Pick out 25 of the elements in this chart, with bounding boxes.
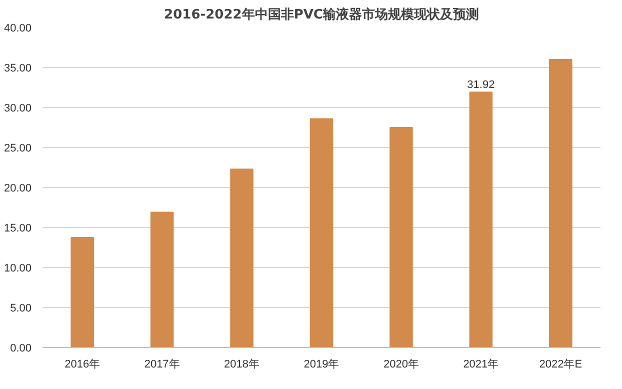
data-label: 31.92 bbox=[467, 79, 495, 92]
chart-title: 2016-2022年中国非PVC输液器市场规模现状及预测 bbox=[164, 6, 479, 22]
y-tick-label: 25.00 bbox=[4, 142, 32, 154]
y-tick-label: 20.00 bbox=[4, 182, 32, 194]
x-tick-label: 2019年 bbox=[304, 358, 340, 370]
y-tick-label: 40.00 bbox=[4, 22, 32, 34]
y-tick-label: 5.00 bbox=[10, 302, 32, 314]
x-tick-label: 2022年E bbox=[539, 358, 582, 370]
x-tick-label: 2021年 bbox=[463, 358, 499, 370]
x-tick-label: 2016年 bbox=[64, 358, 100, 370]
bar bbox=[310, 118, 334, 348]
y-tick-label: 35.00 bbox=[4, 62, 32, 74]
bar bbox=[230, 168, 254, 348]
x-tick-label: 2018年 bbox=[224, 358, 260, 370]
x-tick-label: 2020年 bbox=[383, 358, 419, 370]
bar bbox=[390, 127, 413, 348]
bar bbox=[469, 92, 493, 348]
bar bbox=[70, 237, 94, 348]
y-tick-label: 15.00 bbox=[4, 222, 32, 234]
y-tick-label: 30.00 bbox=[4, 102, 32, 114]
y-tick-label: 0.00 bbox=[10, 342, 32, 354]
bar bbox=[548, 59, 572, 348]
bar bbox=[150, 212, 174, 348]
y-tick-label: 10.00 bbox=[4, 262, 32, 274]
x-tick-label: 2017年 bbox=[144, 358, 180, 370]
